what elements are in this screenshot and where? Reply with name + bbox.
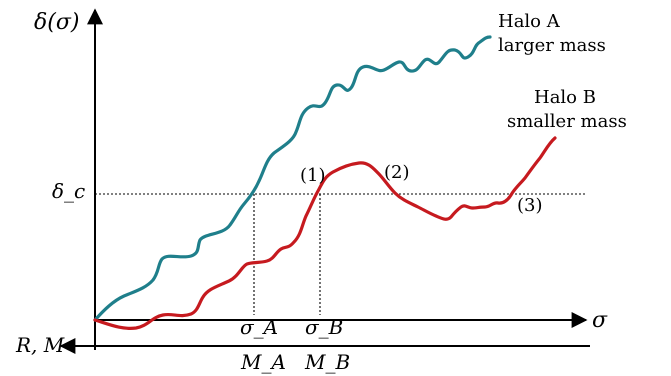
marker-one: (1) <box>300 165 326 186</box>
y-axis-label: δ(σ) <box>34 10 79 35</box>
mass-a-label: M_A <box>240 350 286 374</box>
x-axis-label: σ <box>592 308 608 333</box>
halo-a-title: Halo A <box>498 11 561 32</box>
halo-b-title: Halo B <box>534 87 596 108</box>
halo-a-subtitle: larger mass <box>498 35 606 56</box>
halo-b-curve <box>93 136 557 330</box>
mass-axis-label: R, M <box>15 333 65 357</box>
sigma-b-label: σ_B <box>305 315 343 339</box>
mass-b-label: M_B <box>304 350 350 374</box>
marker-two: (2) <box>384 162 410 183</box>
marker-three: (3) <box>517 195 543 216</box>
delta-c-label: δ_c <box>52 179 85 203</box>
halo-a-curve <box>93 35 492 322</box>
halo-b-subtitle: smaller mass <box>507 111 627 132</box>
sigma-a-label: σ_A <box>240 315 278 339</box>
